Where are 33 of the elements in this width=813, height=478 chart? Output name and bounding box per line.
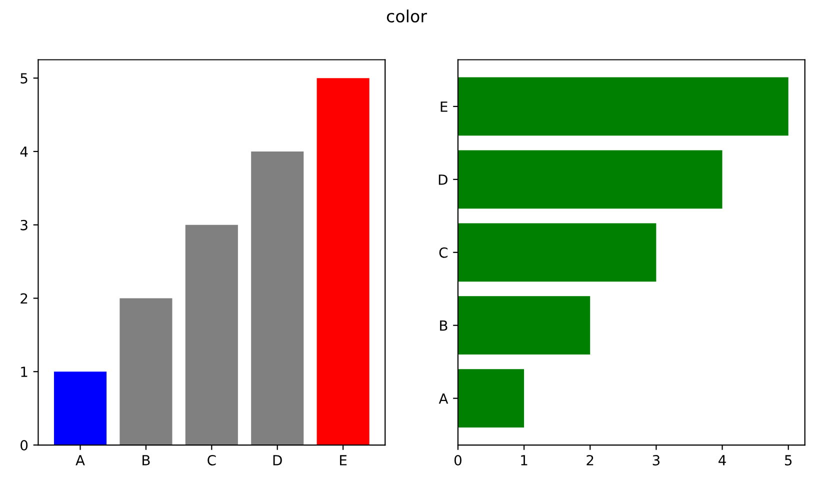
bar bbox=[458, 77, 788, 136]
x-tick-label: E bbox=[340, 455, 347, 466]
x-tick-label: A bbox=[76, 455, 85, 466]
bar bbox=[458, 369, 524, 428]
y-tick-label: 3 bbox=[20, 220, 28, 230]
y-tick-label: 5 bbox=[20, 73, 28, 84]
bar bbox=[120, 298, 172, 446]
y-tick-label: B bbox=[440, 320, 448, 331]
x-tick-label: 2 bbox=[586, 454, 594, 466]
x-tick-label: D bbox=[273, 455, 282, 466]
chart-title: color bbox=[386, 10, 428, 22]
x-tick-label: 0 bbox=[454, 454, 462, 466]
y-tick-label: 4 bbox=[20, 146, 28, 157]
y-tick-label: 2 bbox=[20, 293, 28, 304]
bar bbox=[458, 223, 656, 282]
bar bbox=[251, 151, 304, 446]
x-tick-label: B bbox=[142, 455, 150, 466]
bar bbox=[54, 372, 107, 446]
y-tick-label: D bbox=[438, 174, 448, 185]
y-tick-label: A bbox=[438, 393, 448, 404]
bar bbox=[185, 224, 238, 446]
bar bbox=[458, 296, 590, 355]
x-tick-label: 1 bbox=[521, 455, 528, 466]
x-tick-label: 4 bbox=[718, 455, 726, 466]
y-tick-label: E bbox=[440, 102, 448, 112]
x-tick-label: 3 bbox=[652, 454, 660, 466]
y-tick-label: 1 bbox=[21, 366, 28, 377]
y-tick-label: 0 bbox=[20, 440, 28, 450]
x-tick-label: 5 bbox=[785, 455, 792, 466]
y-tick-label: C bbox=[439, 247, 448, 258]
bar bbox=[316, 78, 370, 446]
x-tick-label: C bbox=[208, 454, 216, 466]
bar bbox=[458, 150, 722, 209]
